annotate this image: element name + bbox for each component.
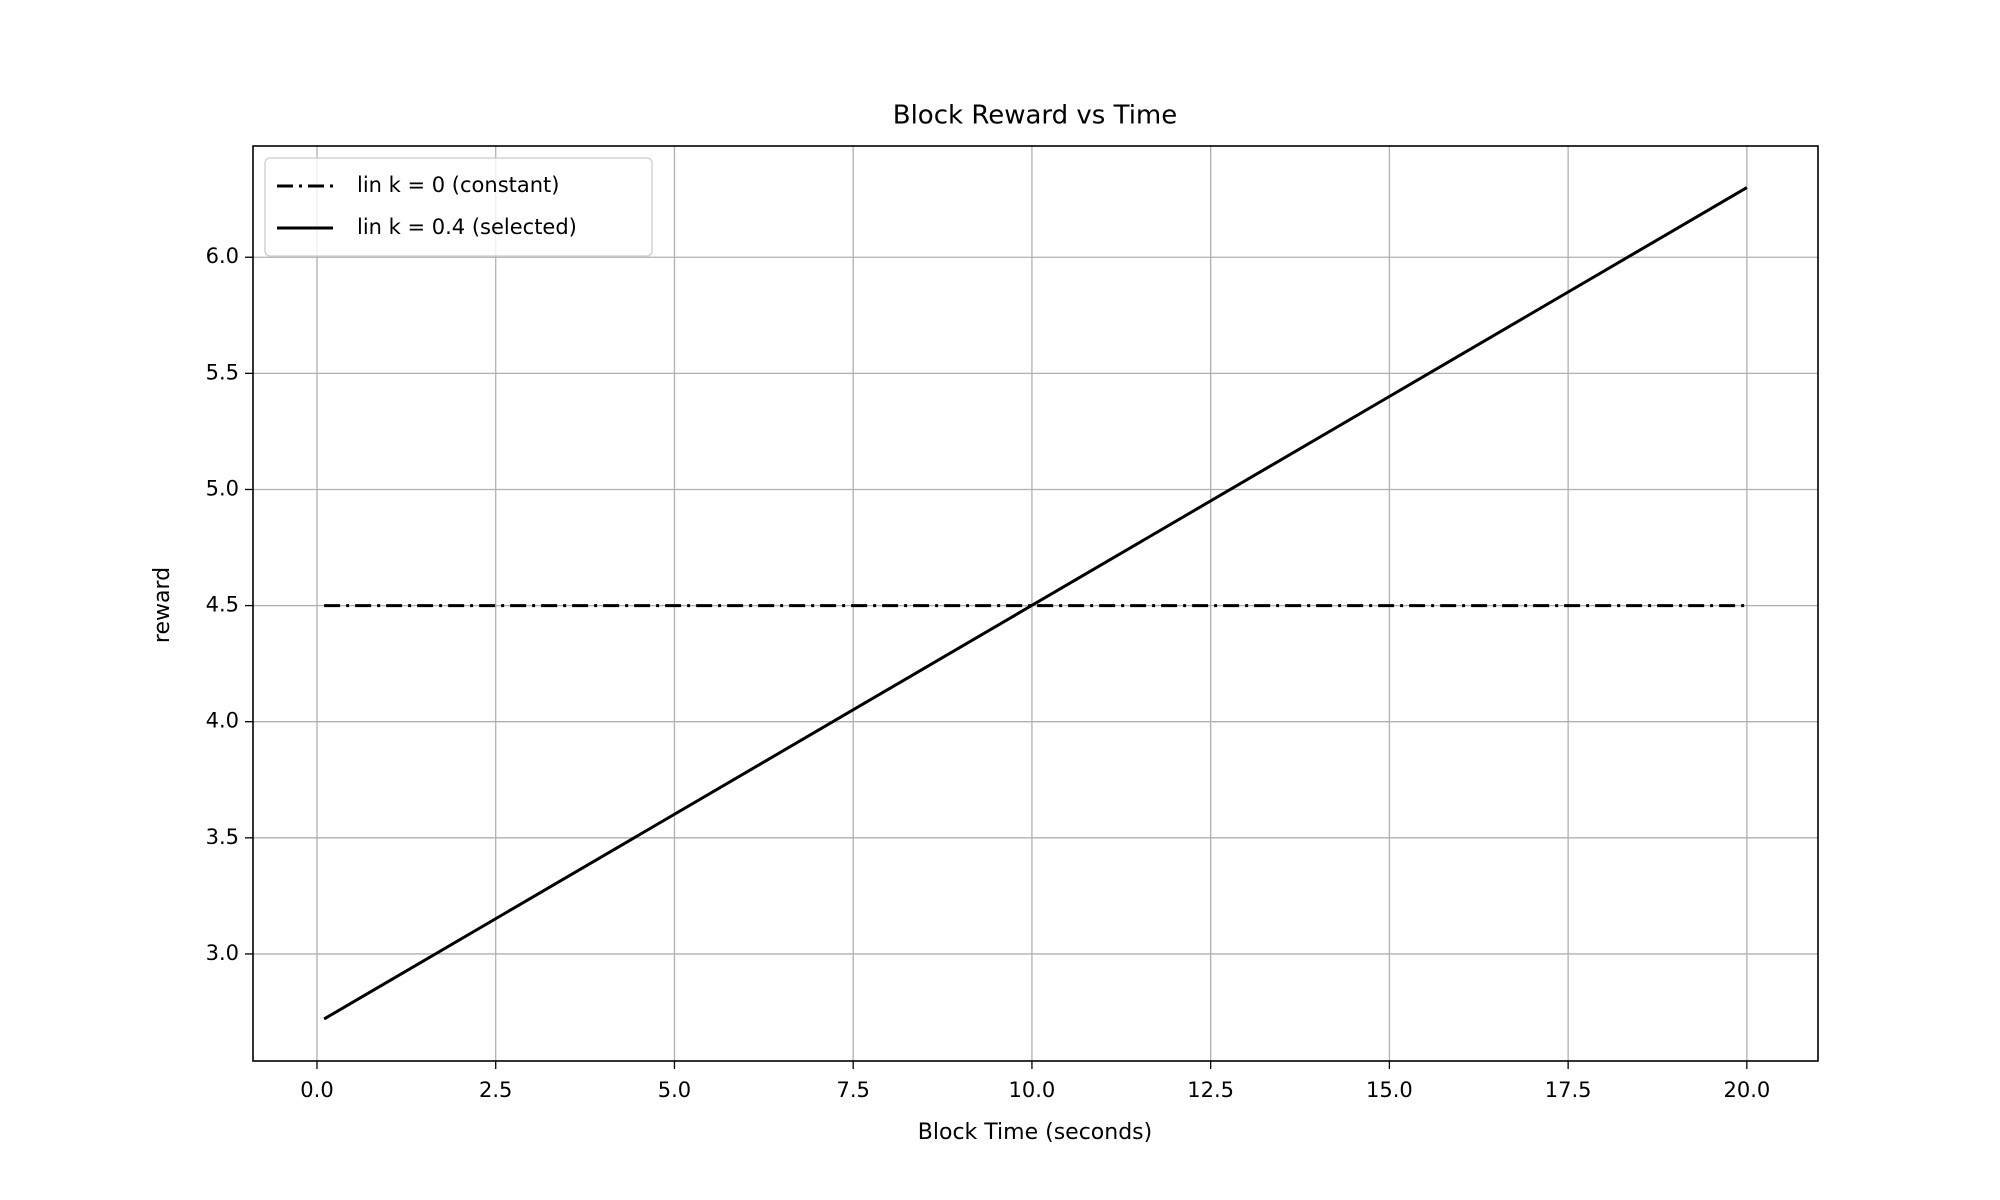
y-tick-label: 5.0 [206, 476, 239, 500]
x-tick-label: 15.0 [1366, 1078, 1413, 1102]
y-axis-label: reward [150, 567, 175, 643]
x-tick-label: 0.0 [300, 1078, 333, 1102]
legend-label: lin k = 0.4 (selected) [357, 215, 577, 239]
x-tick-label: 12.5 [1187, 1078, 1234, 1102]
legend-box [264, 157, 653, 257]
y-tick-label: 4.0 [206, 709, 239, 733]
x-tick-label: 2.5 [479, 1078, 512, 1102]
legend-label: lin k = 0 (constant) [357, 173, 559, 197]
y-tick-label: 4.5 [206, 593, 239, 617]
plot-frame [252, 145, 1819, 1062]
y-tick-label: 3.5 [206, 825, 239, 849]
x-axis-label: Block Time (seconds) [918, 1120, 1152, 1145]
chart-title: Block Reward vs Time [893, 101, 1178, 131]
y-tick-label: 6.0 [206, 244, 239, 268]
y-tick-label: 3.0 [206, 941, 239, 965]
line-series [323, 186, 1748, 1021]
x-tick-label: 17.5 [1545, 1078, 1592, 1102]
legend: lin k = 0 (constant) lin k = 0.4 (selecte… [264, 157, 653, 257]
x-tick-label: 5.0 [658, 1078, 691, 1102]
y-tick-label: 5.5 [206, 360, 239, 384]
x-tick-label: 7.5 [836, 1078, 869, 1102]
x-tick-label: 20.0 [1723, 1078, 1770, 1102]
x-tick-label: 10.0 [1009, 1078, 1056, 1102]
